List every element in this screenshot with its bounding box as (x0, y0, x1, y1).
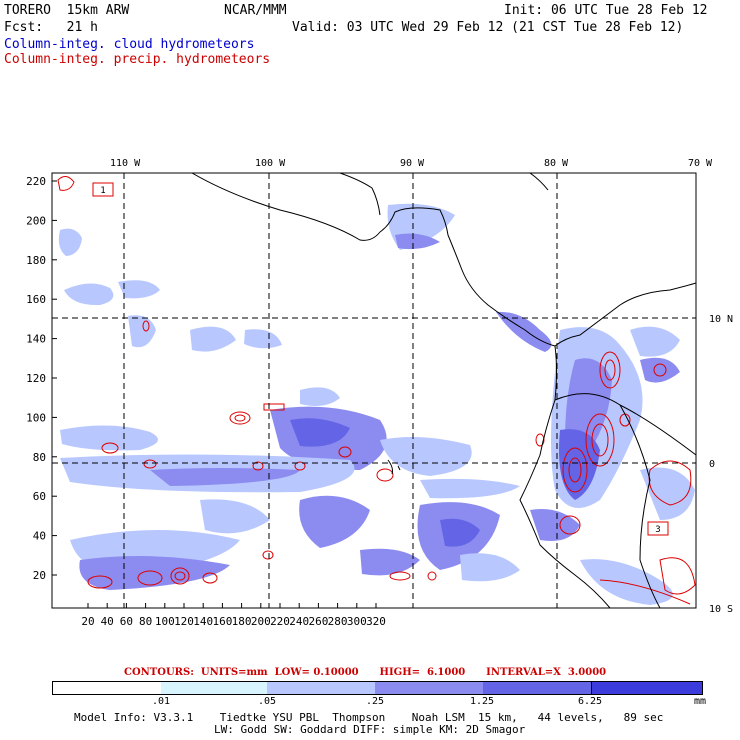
left-y-ticks: 220 200 180 160 140 120 100 80 60 40 20 (26, 175, 57, 582)
precip-contours (57, 176, 696, 605)
y-tick-label: 120 (26, 372, 46, 385)
x-tick-label: 280 (328, 615, 348, 628)
svg-text:3: 3 (655, 525, 660, 535)
lon-label: 110 W (110, 158, 141, 169)
colorbar-cell (267, 681, 375, 695)
lat-label: 0 (709, 459, 715, 470)
cloud-shading (58, 203, 695, 605)
map-area (52, 173, 696, 608)
x-tick-label: 180 (232, 615, 252, 628)
y-tick-label: 40 (33, 530, 46, 543)
x-tick-label: 240 (289, 615, 309, 628)
colorbar-tick: 1.25 (470, 696, 495, 707)
lat-label: 10 S (709, 604, 733, 615)
colorbar-cell (591, 681, 703, 695)
y-tick-label: 80 (33, 451, 46, 464)
right-latitude-labels: 10 N 0 10 S (709, 314, 733, 615)
init-time: Init: 06 UTC Tue 28 Feb 12 (504, 3, 708, 18)
center-name: NCAR/MMM (224, 3, 287, 18)
model-info: Model Info: V3.3.1 Tiedtke YSU PBL Thomp… (74, 711, 664, 724)
field-precip-label: Column-integ. precip. hydrometeors (4, 52, 271, 67)
y-tick-label: 200 (26, 214, 46, 227)
colorbar-tick: .01 (152, 696, 171, 707)
y-tick-label: 20 (33, 569, 46, 582)
model-title: TORERO 15km ARW (4, 3, 130, 18)
y-tick-label: 180 (26, 254, 46, 267)
colorbar-tick: .05 (258, 696, 277, 707)
x-tick-label: 80 (139, 615, 152, 628)
y-tick-label: 160 (26, 293, 46, 306)
lon-label: 80 W (544, 158, 569, 169)
box-label-3: 3 (647, 521, 669, 536)
colorbar-tick: 6.25 (578, 696, 603, 707)
x-tick-label: 300 (347, 615, 367, 628)
top-longitude-labels: 110 W 100 W 90 W 80 W 70 W (110, 158, 713, 169)
x-tick-label: 40 (101, 615, 114, 628)
lon-label: 70 W (688, 158, 713, 169)
x-tick-label: 320 (366, 615, 386, 628)
lat-lon-grid (52, 173, 696, 608)
bottom-x-ticks: 20 40 60 80 100 120 140 160 180 200 220 240 260 280 30… (81, 603, 386, 628)
lon-label: 90 W (400, 158, 425, 169)
y-tick-label: 60 (33, 490, 46, 503)
x-tick-label: 140 (193, 615, 213, 628)
x-tick-label: 120 (174, 615, 194, 628)
x-tick-label: 20 (81, 615, 94, 628)
colorbar-tick: .25 (366, 696, 385, 707)
contour-info: CONTOURS: UNITS=mm LOW= 0.10000 HIGH= 6.… (124, 667, 607, 678)
valid-time: Valid: 03 UTC Wed 29 Feb 12 (21 CST Tue … (292, 20, 684, 35)
colorbar-cell (161, 681, 267, 695)
x-tick-label: 260 (308, 615, 328, 628)
svg-text:1: 1 (100, 186, 105, 196)
lon-label: 100 W (255, 158, 286, 169)
coastlines (191, 173, 696, 608)
x-tick-label: 200 (251, 615, 271, 628)
colorbar-unit: mm (694, 696, 707, 707)
y-tick-label: 140 (26, 333, 46, 346)
model-physics: LW: Godd SW: Goddard DIFF: simple KM: 2D… (214, 723, 526, 736)
x-tick-label: 60 (120, 615, 133, 628)
x-tick-label: 160 (212, 615, 232, 628)
field-cloud-label: Column-integ. cloud hydrometeors (4, 37, 255, 52)
map-frame (51, 172, 697, 609)
box-label-1: 1 (92, 182, 114, 197)
y-tick-label: 220 (26, 175, 46, 188)
colorbar-cell (375, 681, 483, 695)
y-tick-label: 100 (26, 411, 46, 424)
lat-label: 10 N (709, 314, 733, 325)
forecast-hour: Fcst: 21 h (4, 20, 98, 35)
x-tick-label: 100 (155, 615, 175, 628)
colorbar-cell (52, 681, 162, 695)
x-tick-label: 220 (270, 615, 290, 628)
colorbar-cell (483, 681, 591, 695)
